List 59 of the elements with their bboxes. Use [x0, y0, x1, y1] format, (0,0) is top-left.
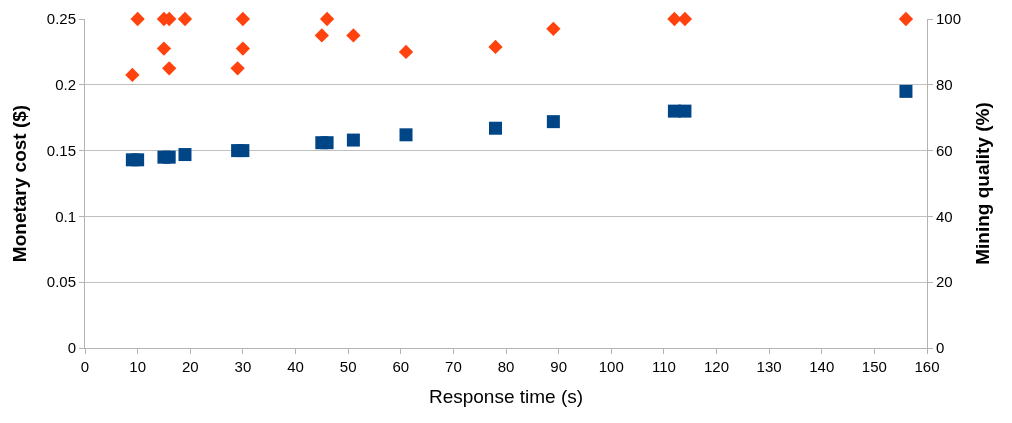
- point: [236, 144, 250, 158]
- point: [162, 150, 176, 164]
- y-tick-label: 0.25: [46, 10, 76, 28]
- y-tick-label: 0: [67, 339, 76, 357]
- point: [131, 153, 145, 167]
- x-tick-label: 20: [181, 358, 199, 375]
- x-tick-label: 100: [598, 358, 624, 375]
- x-tick-label: 110: [651, 358, 676, 375]
- y2-tick-label: 80: [936, 76, 953, 94]
- x-tick-label: 70: [445, 358, 462, 375]
- x-tick-label: 30: [234, 358, 252, 375]
- point: [346, 133, 360, 147]
- x-tick-label: 10: [129, 358, 146, 375]
- x-tick-label: 120: [703, 358, 730, 375]
- x-tick-label: 130: [756, 358, 782, 375]
- x-tick-label: 80: [497, 358, 515, 375]
- x-tick-label: 40: [287, 358, 304, 375]
- point: [235, 41, 251, 56]
- y-axis-title: Monetary cost ($): [8, 104, 30, 263]
- x-tick-label: 50: [339, 358, 357, 375]
- point: [125, 67, 140, 83]
- point: [398, 44, 414, 60]
- point: [399, 128, 413, 142]
- point: [488, 121, 502, 135]
- y2-axis-title: Mining quality (%): [971, 102, 993, 265]
- point: [898, 11, 914, 27]
- point: [156, 41, 172, 56]
- x-tick-label: 90: [550, 358, 567, 375]
- point: [546, 115, 560, 129]
- x-tick-label: 0: [80, 358, 90, 375]
- y-tick-label: 0.15: [46, 141, 76, 159]
- point: [130, 11, 145, 27]
- point: [162, 61, 177, 76]
- x-tick-label: 140: [809, 358, 835, 375]
- y-tick-label: 0.1: [55, 207, 76, 225]
- point: [488, 39, 503, 55]
- point: [678, 104, 692, 118]
- x-tick-label: 60: [392, 358, 410, 375]
- point: [677, 11, 693, 27]
- y2-tick-label: 0: [936, 339, 945, 357]
- point: [235, 11, 251, 27]
- y2-tick-label: 40: [936, 207, 953, 225]
- y-tick-label: 0.05: [46, 273, 76, 291]
- point: [546, 21, 561, 37]
- point: [346, 28, 361, 43]
- point: [230, 61, 245, 76]
- x-tick-label: 150: [861, 358, 887, 375]
- y2-tick-label: 20: [936, 273, 953, 291]
- point: [320, 136, 334, 150]
- point: [178, 148, 192, 162]
- y-tick-label: 0.2: [55, 76, 76, 94]
- point: [319, 11, 335, 27]
- x-tick-label: 160: [914, 358, 940, 375]
- x-axis-title: Response time (s): [428, 385, 584, 407]
- point: [899, 84, 913, 98]
- y2-tick-label: 60: [936, 141, 953, 159]
- y2-tick-label: 100: [936, 10, 962, 28]
- point: [177, 11, 193, 27]
- point: [314, 28, 329, 43]
